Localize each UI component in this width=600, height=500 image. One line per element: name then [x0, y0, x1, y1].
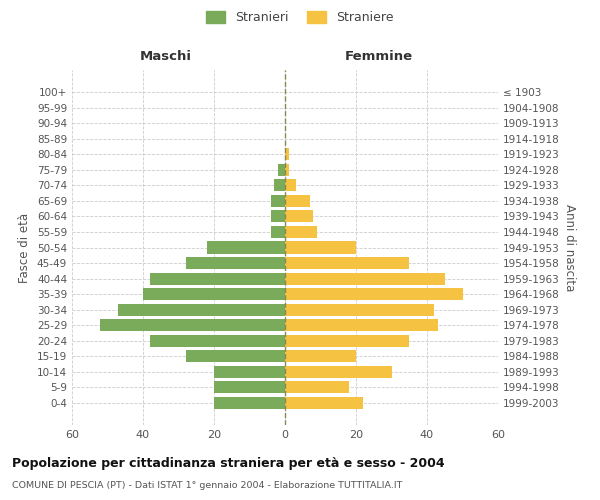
- Text: Femmine: Femmine: [344, 50, 413, 63]
- Bar: [100, 319, 285, 331]
- Bar: [285, 210, 313, 222]
- Bar: [285, 381, 349, 394]
- Bar: [207, 242, 285, 254]
- Legend: Stranieri, Straniere: Stranieri, Straniere: [202, 6, 398, 29]
- Bar: [214, 396, 285, 409]
- Bar: [285, 257, 409, 269]
- Bar: [285, 396, 363, 409]
- Bar: [274, 180, 285, 192]
- Bar: [285, 180, 296, 192]
- Bar: [285, 148, 289, 160]
- Bar: [285, 350, 356, 362]
- Bar: [285, 242, 356, 254]
- Text: Maschi: Maschi: [140, 50, 192, 63]
- Bar: [150, 272, 285, 284]
- Text: COMUNE DI PESCIA (PT) - Dati ISTAT 1° gennaio 2004 - Elaborazione TUTTITALIA.IT: COMUNE DI PESCIA (PT) - Dati ISTAT 1° ge…: [12, 481, 403, 490]
- Y-axis label: Anni di nascita: Anni di nascita: [563, 204, 576, 291]
- Bar: [271, 210, 285, 222]
- Bar: [285, 226, 317, 238]
- Bar: [285, 195, 310, 207]
- Bar: [185, 257, 285, 269]
- Y-axis label: Fasce di età: Fasce di età: [19, 212, 31, 282]
- Bar: [271, 226, 285, 238]
- Bar: [143, 288, 285, 300]
- Bar: [271, 195, 285, 207]
- Bar: [118, 304, 285, 316]
- Bar: [214, 366, 285, 378]
- Bar: [285, 164, 289, 176]
- Bar: [285, 319, 437, 331]
- Bar: [285, 288, 463, 300]
- Bar: [285, 366, 392, 378]
- Bar: [285, 272, 445, 284]
- Bar: [150, 334, 285, 346]
- Bar: [185, 350, 285, 362]
- Text: Popolazione per cittadinanza straniera per età e sesso - 2004: Popolazione per cittadinanza straniera p…: [12, 458, 445, 470]
- Bar: [278, 164, 285, 176]
- Bar: [285, 304, 434, 316]
- Bar: [285, 334, 409, 346]
- Bar: [214, 381, 285, 394]
